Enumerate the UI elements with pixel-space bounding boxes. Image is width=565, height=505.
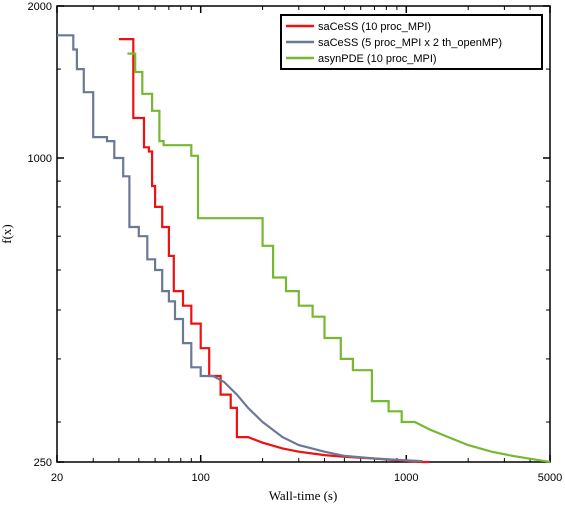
plot-area — [56, 5, 551, 463]
x-tick-label: 20 — [51, 472, 63, 484]
series-line-1 — [118, 38, 430, 464]
y-tick-label: 1000 — [28, 153, 52, 165]
legend-label: saCeSS (5 proc_MPI x 2 th_openMP) — [318, 37, 502, 49]
legend-box — [280, 14, 543, 70]
y-axis-title: f(x) — [0, 224, 14, 244]
plot-frame — [56, 5, 551, 463]
axis-ticks: 20 100 1000 5000 250 1000 2000 — [28, 1, 563, 484]
x-tick-label: 5000 — [538, 472, 562, 484]
legend-label: saCeSS (10 proc_MPI) — [318, 21, 431, 33]
legend: saCeSS (10 proc_MPI) saCeSS (5 proc_MPI x… — [280, 14, 543, 70]
legend-label: asynPDE (10 proc_MPI) — [318, 53, 437, 65]
x-tick-label: 100 — [192, 472, 210, 484]
series-line-2 — [57, 34, 423, 463]
x-tick-label: 1000 — [394, 472, 418, 484]
x-axis-title: Wall-time (s) — [269, 488, 338, 503]
y-tick-label: 250 — [34, 457, 52, 469]
series-group — [57, 34, 551, 464]
series-line-3 — [127, 52, 551, 464]
y-tick-label: 2000 — [28, 1, 52, 13]
